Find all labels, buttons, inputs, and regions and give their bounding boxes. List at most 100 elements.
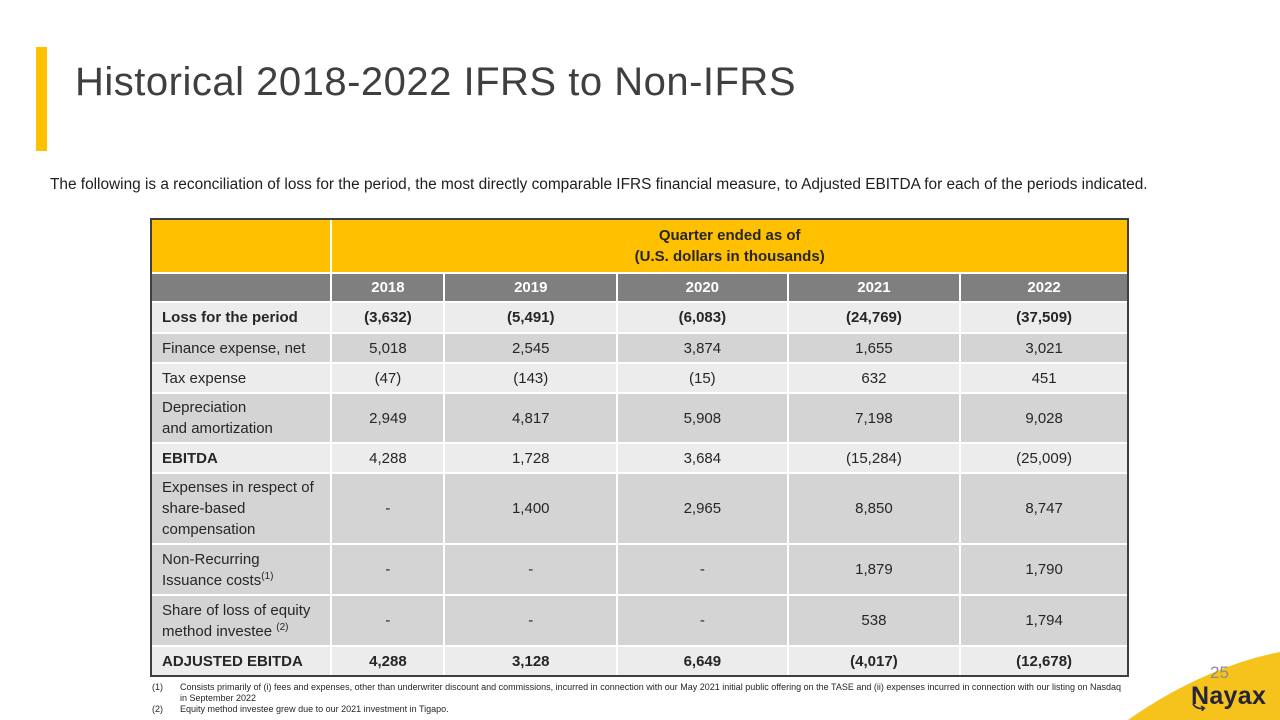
value-cell: (3,632) (332, 303, 446, 332)
value-cell: (15,284) (789, 444, 962, 472)
value-cell: 5,908 (618, 394, 789, 442)
row-label: Loss for the period (152, 303, 333, 332)
value-cell: (47) (332, 364, 446, 392)
value-cell: 538 (789, 596, 962, 645)
value-cell: 4,288 (332, 647, 446, 675)
value-cell: (5,491) (445, 303, 619, 332)
footnote-2: (2) Equity method investee grew due to o… (152, 704, 1132, 715)
year-header: 2019 (445, 274, 619, 301)
value-cell: - (332, 596, 446, 645)
footnote-ref: (1) (261, 570, 274, 582)
header-line1: Quarter ended as of (658, 227, 801, 244)
value-cell: 1,794 (1025, 612, 1063, 629)
row-label: Depreciation and amortization (152, 394, 333, 442)
value-cell: 7,198 (789, 394, 962, 442)
page-number: 25 (1210, 663, 1229, 682)
value-cell: - (618, 545, 789, 594)
row-label-line: share-based (162, 500, 246, 517)
value-cell: - (445, 545, 619, 594)
value-cell: 451 (1031, 369, 1057, 387)
value-cell: 1,655 (789, 334, 962, 362)
year-header: 2022 (1027, 279, 1061, 296)
value-cell: (12,678) (1016, 652, 1073, 670)
table-header-row: Quarter ended as of (U.S. dollars in tho… (152, 220, 1127, 272)
value-cell: 5,018 (332, 334, 446, 362)
nayax-logo-arrow-icon (1192, 703, 1206, 711)
table-row: Tax expense (47) (143) (15) 632 451 (152, 362, 1127, 392)
corner-swoosh (1128, 652, 1280, 720)
row-label-line: and amortization (162, 420, 273, 437)
footnote-number: (1) (152, 682, 163, 692)
header-title-cell: Quarter ended as of (U.S. dollars in tho… (332, 220, 1127, 272)
year-header: 2021 (789, 274, 962, 301)
table-row: Loss for the period (3,632) (5,491) (6,0… (152, 301, 1127, 332)
value-cell: (25,009) (1016, 449, 1073, 467)
row-label-line: Depreciation (162, 399, 247, 416)
table-row: Depreciation and amortization 2,949 4,81… (152, 392, 1127, 442)
value-cell: (15) (618, 364, 789, 392)
value-cell: 8,747 (1025, 500, 1063, 517)
value-cell: 2,949 (332, 394, 446, 442)
row-label-line: Share of loss of equity (162, 601, 311, 619)
row-label: EBITDA (152, 444, 333, 472)
footnote-text: Consists primarily of (i) fees and expen… (180, 682, 1121, 703)
footnotes: (1) Consists primarily of (i) fees and e… (152, 682, 1132, 715)
header-line2: (U.S. dollars in thousands) (634, 248, 825, 265)
row-label-line: method investee (2) (162, 621, 288, 642)
footnote-1: (1) Consists primarily of (i) fees and e… (152, 682, 1132, 704)
value-cell: 2,965 (618, 474, 789, 543)
reconciliation-table: Quarter ended as of (U.S. dollars in tho… (150, 218, 1129, 677)
table-row: EBITDA 4,288 1,728 3,684 (15,284) (25,00… (152, 442, 1127, 472)
header-empty-cell (152, 220, 333, 272)
row-label-text: Issuance costs (162, 571, 262, 589)
year-header: 2018 (332, 274, 446, 301)
value-cell: 4,817 (445, 394, 619, 442)
intro-text: The following is a reconciliation of los… (50, 176, 1148, 193)
value-cell: 1,879 (789, 545, 962, 594)
value-cell: (143) (445, 364, 619, 392)
value-cell: - (332, 545, 446, 594)
value-cell: 3,874 (618, 334, 789, 362)
value-cell: 1,400 (445, 474, 619, 543)
value-cell: 6,649 (618, 647, 789, 675)
row-label-line: Non-Recurring (162, 550, 260, 568)
value-cell: - (445, 596, 619, 645)
value-cell: (37,509) (1016, 309, 1073, 326)
value-cell: 9,028 (1025, 409, 1063, 427)
table-row: ADJUSTED EBITDA 4,288 3,128 6,649 (4,017… (152, 645, 1127, 675)
row-label-line: compensation (162, 521, 256, 538)
row-label: Finance expense, net (152, 334, 333, 362)
row-label: Non-Recurring Issuance costs(1) (152, 545, 333, 594)
years-empty-cell (152, 274, 333, 301)
value-cell: 3,128 (445, 647, 619, 675)
value-cell: 632 (789, 364, 962, 392)
nayax-logo: Nayax (1191, 682, 1267, 710)
row-label: Share of loss of equity method investee … (152, 596, 333, 645)
table-row: Expenses in respect of share-based compe… (152, 472, 1127, 543)
page-title: Historical 2018-2022 IFRS to Non-IFRS (75, 60, 796, 104)
footnote-text: Equity method investee grew due to our 2… (180, 704, 449, 714)
value-cell: 3,021 (1025, 339, 1063, 357)
table-row: Share of loss of equity method investee … (152, 594, 1127, 645)
row-label: ADJUSTED EBITDA (152, 647, 333, 675)
value-cell: (24,769) (789, 303, 962, 332)
row-label-line: Issuance costs(1) (162, 570, 273, 591)
value-cell: (4,017) (789, 647, 962, 675)
value-cell: 2,545 (445, 334, 619, 362)
footnote-ref: (2) (276, 621, 289, 633)
table-row: Finance expense, net 5,018 2,545 3,874 1… (152, 332, 1127, 362)
value-cell: 3,684 (618, 444, 789, 472)
value-cell: - (618, 596, 789, 645)
table-years-row: 2018 2019 2020 2021 2022 (152, 272, 1127, 301)
value-cell: - (332, 474, 446, 543)
value-cell: 1,790 (1025, 561, 1063, 578)
year-header: 2020 (618, 274, 789, 301)
row-label-text: method investee (162, 622, 277, 640)
value-cell: 8,850 (789, 474, 962, 543)
row-label-line: Expenses in respect of (162, 479, 314, 496)
footnote-number: (2) (152, 704, 163, 714)
value-cell: (6,083) (618, 303, 789, 332)
row-label: Tax expense (152, 364, 333, 392)
title-accent-bar (36, 47, 47, 151)
value-cell: 1,728 (445, 444, 619, 472)
